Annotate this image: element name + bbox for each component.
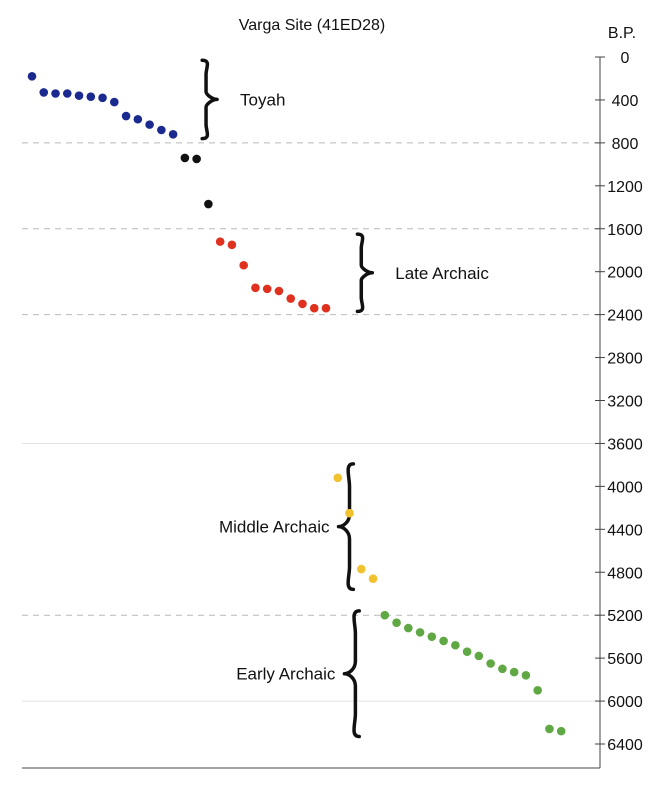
y-tick-label: 400 — [612, 93, 639, 110]
y-tick-label: 0 — [621, 50, 630, 67]
y-tick-label: 4400 — [607, 522, 643, 539]
points-layer — [27, 72, 566, 736]
data-point — [51, 89, 60, 98]
data-point — [345, 508, 354, 518]
y-tick-label: 3200 — [607, 394, 643, 411]
data-point — [356, 564, 366, 574]
data-point — [556, 726, 566, 736]
y-tick-label: 1200 — [607, 179, 643, 196]
data-point — [451, 640, 460, 650]
data-point — [262, 284, 272, 294]
y-tick-label: 1600 — [607, 222, 643, 239]
data-point — [121, 111, 131, 121]
annotation-label: Toyah — [240, 90, 285, 109]
data-point — [380, 610, 390, 620]
data-point — [157, 125, 166, 135]
y-tick-label: 2000 — [607, 265, 643, 282]
y-tick-label: 3600 — [607, 436, 643, 453]
data-point — [133, 114, 143, 124]
data-point — [545, 724, 554, 734]
data-point — [251, 283, 260, 293]
data-point — [62, 89, 72, 98]
data-point — [498, 664, 507, 674]
data-point — [415, 628, 425, 637]
data-point — [274, 286, 284, 296]
y-tick-label: 2400 — [607, 308, 643, 325]
data-point — [533, 686, 542, 695]
data-point — [98, 93, 107, 103]
y-tick-label: 4000 — [607, 479, 643, 496]
data-point — [309, 303, 319, 313]
data-point — [427, 632, 437, 641]
data-point — [474, 651, 484, 661]
data-point — [74, 91, 84, 100]
data-point — [521, 671, 531, 680]
y-tick-label: 5200 — [607, 608, 643, 625]
data-point — [392, 618, 401, 628]
annotation-brace — [200, 58, 219, 141]
data-point — [333, 473, 343, 483]
chart-title: Varga Site (41ED28) — [239, 17, 385, 34]
data-point — [39, 88, 49, 97]
data-point — [145, 120, 154, 129]
data-point — [180, 153, 190, 163]
data-point — [439, 636, 448, 646]
y-axis-title: B.P. — [608, 25, 636, 42]
data-point — [27, 72, 37, 81]
y-tick-label: 2800 — [607, 351, 643, 368]
y-tick-label: 6400 — [607, 737, 643, 754]
annotation-label: Early Archaic — [236, 665, 336, 684]
data-point — [86, 92, 96, 102]
annotation-brace — [342, 609, 361, 739]
data-point — [239, 260, 248, 270]
data-point — [404, 623, 413, 633]
data-point — [286, 294, 296, 303]
data-point — [204, 199, 213, 209]
y-tick-label: 5600 — [607, 651, 643, 668]
annotation-layer: Toyah Late Archaic Middle Archaic Early Arc… — [200, 58, 489, 739]
y-tick-label: 800 — [612, 136, 639, 153]
annotation-label: Middle Archaic — [219, 518, 330, 537]
annotation-brace — [336, 462, 356, 592]
data-point — [168, 129, 178, 139]
annotation-brace — [355, 232, 375, 314]
data-point — [486, 659, 495, 668]
data-point — [509, 667, 519, 677]
data-point — [321, 303, 331, 313]
data-point — [192, 154, 201, 164]
grid-layer — [22, 142, 600, 702]
y-tick-label: 6000 — [607, 694, 643, 711]
y-tick-label: 4800 — [607, 565, 643, 582]
y-axis: 0 400 800 1200 1600 2000 2400 2800 3200 3600 4000 4… — [22, 50, 643, 769]
data-point — [215, 237, 225, 246]
annotation-label: Late Archaic — [395, 264, 489, 283]
data-point — [368, 574, 378, 583]
data-point — [298, 299, 307, 309]
data-point — [110, 97, 119, 107]
data-point — [227, 240, 237, 250]
data-point — [462, 647, 472, 656]
